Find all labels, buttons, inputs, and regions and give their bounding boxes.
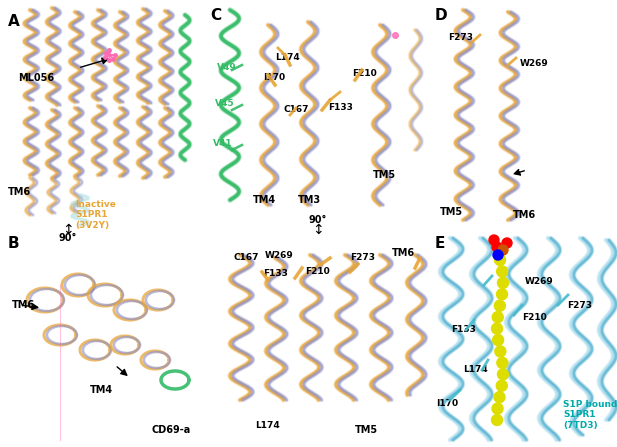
Circle shape xyxy=(497,369,508,380)
Text: TM5: TM5 xyxy=(355,425,378,435)
Text: TM5: TM5 xyxy=(440,207,463,217)
Circle shape xyxy=(497,357,508,368)
Text: TM5: TM5 xyxy=(373,170,396,180)
Text: C167: C167 xyxy=(283,105,308,114)
Text: ML056: ML056 xyxy=(18,73,54,83)
Text: TM6: TM6 xyxy=(12,300,35,310)
Text: V41: V41 xyxy=(213,139,233,148)
Circle shape xyxy=(497,277,508,288)
Circle shape xyxy=(493,250,503,260)
Text: Inactive
S1PR1
(3V2Y): Inactive S1PR1 (3V2Y) xyxy=(75,200,116,230)
Text: TM6: TM6 xyxy=(392,248,415,258)
Text: F210: F210 xyxy=(305,267,329,277)
Text: W269: W269 xyxy=(520,59,549,67)
Text: C: C xyxy=(210,8,221,23)
Circle shape xyxy=(502,238,512,248)
Text: I170: I170 xyxy=(436,400,458,409)
Circle shape xyxy=(497,266,508,277)
Text: V49: V49 xyxy=(217,63,237,72)
Text: 90°: 90° xyxy=(59,233,77,243)
Circle shape xyxy=(498,245,508,255)
Circle shape xyxy=(492,323,502,334)
Text: W269: W269 xyxy=(265,250,294,260)
Text: TM3: TM3 xyxy=(298,195,321,205)
Text: F273: F273 xyxy=(448,34,473,42)
Text: C167: C167 xyxy=(233,253,259,262)
Circle shape xyxy=(492,334,503,346)
Text: F273: F273 xyxy=(567,300,592,309)
Text: E: E xyxy=(435,236,445,251)
Text: TM4: TM4 xyxy=(90,385,113,395)
Text: F273: F273 xyxy=(350,253,375,262)
Circle shape xyxy=(495,346,506,357)
Text: TM6: TM6 xyxy=(513,210,536,220)
Text: I170: I170 xyxy=(263,73,285,83)
Text: W269: W269 xyxy=(525,278,553,287)
Text: F133: F133 xyxy=(328,104,353,113)
Text: 90°: 90° xyxy=(309,215,327,225)
Text: V45: V45 xyxy=(215,98,234,107)
Text: ↕: ↕ xyxy=(62,223,74,237)
Circle shape xyxy=(496,380,507,391)
Text: D: D xyxy=(435,8,447,23)
Text: F133: F133 xyxy=(263,269,288,278)
Circle shape xyxy=(494,254,505,266)
Text: L174: L174 xyxy=(255,421,280,430)
Text: L174: L174 xyxy=(275,52,300,62)
Text: CD69-a: CD69-a xyxy=(152,425,191,435)
Text: A: A xyxy=(8,14,20,29)
Text: S1P bound
S1PR1
(7TD3): S1P bound S1PR1 (7TD3) xyxy=(563,400,617,430)
Circle shape xyxy=(494,392,505,403)
Text: TM4: TM4 xyxy=(253,195,276,205)
Circle shape xyxy=(497,289,508,300)
Text: F210: F210 xyxy=(522,313,547,322)
Text: TM6: TM6 xyxy=(8,187,31,197)
Text: L174: L174 xyxy=(463,366,488,375)
Circle shape xyxy=(492,414,503,426)
Circle shape xyxy=(492,403,503,414)
Text: F210: F210 xyxy=(352,69,377,79)
Text: B: B xyxy=(8,236,20,251)
Circle shape xyxy=(494,300,505,311)
Text: ↕: ↕ xyxy=(312,223,324,237)
Circle shape xyxy=(492,242,502,252)
Circle shape xyxy=(492,312,503,323)
Circle shape xyxy=(489,235,499,245)
Text: F133: F133 xyxy=(451,325,476,334)
